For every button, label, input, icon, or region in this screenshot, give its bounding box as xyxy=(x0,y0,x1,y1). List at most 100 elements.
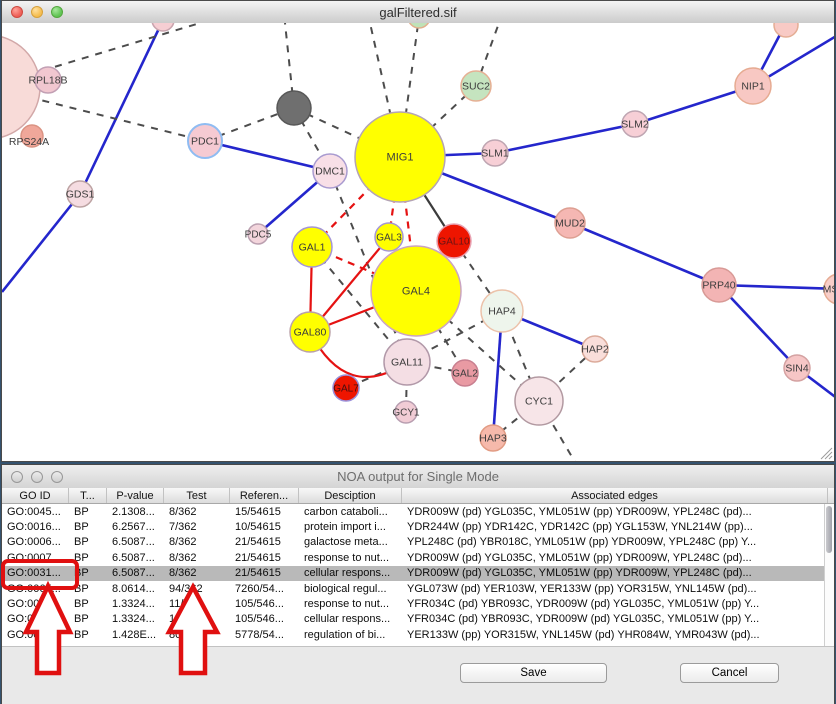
node-label-RPS24A: RPS24A xyxy=(9,136,49,148)
scrollbar-thumb[interactable] xyxy=(826,506,832,553)
node-MSI[interactable] xyxy=(823,274,834,304)
node-PDC1[interactable] xyxy=(187,123,223,159)
network-edge-rdash xyxy=(311,156,401,248)
column-header-6[interactable]: Associated edges xyxy=(402,488,828,503)
node-bigleft[interactable] xyxy=(2,35,41,139)
save-button[interactable]: Save xyxy=(460,663,607,683)
node-DMC1[interactable] xyxy=(312,153,348,189)
cell-0: GO:0031... xyxy=(7,567,61,580)
column-header-2[interactable]: P-value xyxy=(107,488,164,503)
table-row[interactable]: GO:0031... BP 6.5087... 8/362 21/54615 cellul… xyxy=(2,565,827,581)
table-row[interactable]: GO:0007... BP 6.5087... 8/362 21/54615 respon… xyxy=(2,550,827,565)
node-topGreen[interactable] xyxy=(408,23,430,29)
close-button[interactable] xyxy=(11,6,23,18)
node-GAL11[interactable] xyxy=(383,338,431,386)
column-header-1[interactable]: T... xyxy=(69,488,107,503)
close-button[interactable] xyxy=(11,470,23,483)
node-GAL7[interactable] xyxy=(332,374,360,402)
table-scrollbar[interactable] xyxy=(824,504,834,646)
table-row[interactable]: GO:0045... BP 2.1308... 8/362 15/54615 carbon… xyxy=(2,504,827,519)
node-GCY1[interactable] xyxy=(394,400,418,424)
node-SLM2[interactable] xyxy=(621,110,649,138)
network-edge-blue xyxy=(569,221,720,287)
node-label-GAL10: GAL10 xyxy=(438,237,470,248)
node-CYC1[interactable] xyxy=(514,376,564,426)
node-HAP2[interactable] xyxy=(581,335,609,363)
node-SIN4[interactable] xyxy=(783,354,811,382)
cell-1: BP xyxy=(74,521,89,534)
node-grayNode[interactable] xyxy=(276,90,312,126)
column-header-4[interactable]: Referen... xyxy=(230,488,299,503)
node-label-GAL4: GAL4 xyxy=(402,286,430,298)
node-topRightPink[interactable] xyxy=(773,23,799,38)
noa-window-titlebar[interactable]: NOA output for Single Mode xyxy=(2,465,834,489)
node-GAL4[interactable] xyxy=(370,245,462,337)
network-window-title: galFiltered.sif xyxy=(379,4,457,20)
cell-1: BP xyxy=(74,505,89,518)
table-row[interactable]: GO:0031... BP 1.3324... 11/362 105/546... res… xyxy=(2,596,827,611)
cell-1: BP xyxy=(74,536,89,549)
column-header-3[interactable]: Test xyxy=(164,488,230,503)
node-PRP40[interactable] xyxy=(701,267,737,303)
node-label-GAL2: GAL2 xyxy=(452,369,478,380)
node-SUC2[interactable] xyxy=(460,70,492,102)
network-edge-gdash xyxy=(475,23,500,87)
cell-3: 11/362 xyxy=(169,613,202,626)
table-row[interactable]: GO:0006... BP 6.5087... 8/362 21/54615 galact… xyxy=(2,535,827,550)
node-GAL3[interactable] xyxy=(374,222,404,252)
cell-0: GO:0065... xyxy=(7,582,61,595)
cell-2: 1.3324... xyxy=(112,613,155,626)
node-HAP3[interactable] xyxy=(479,424,507,452)
zoom-button[interactable] xyxy=(51,6,63,18)
table-row[interactable]: GO:0016... BP 6.2567... 7/362 10/54615 protei… xyxy=(2,519,827,534)
network-edge-rdash xyxy=(398,156,418,292)
cell-2: 6.5087... xyxy=(112,567,155,580)
node-GAL10[interactable] xyxy=(436,223,472,259)
table-row[interactable]: GO:0050... BP 1.428E... 80/362 5778/54... reg… xyxy=(2,627,827,642)
node-GAL80[interactable] xyxy=(289,311,331,353)
cell-6: YGL073W (pd) YER103W, YER133W (pp) YOR31… xyxy=(407,582,757,595)
table-row[interactable]: GO:0031... BP 1.3324... 11/362 105/546... cel… xyxy=(2,612,827,627)
node-MUD2[interactable] xyxy=(554,207,586,239)
network-edge-gdash xyxy=(538,400,576,461)
minimize-button[interactable] xyxy=(31,470,43,483)
node-topPink1[interactable] xyxy=(151,23,175,32)
results-table-header: GO ID T... P-value Test Referen... Desciption… xyxy=(2,488,834,504)
cell-2: 6.5087... xyxy=(112,551,155,564)
cell-2: 1.3324... xyxy=(112,598,155,611)
cell-1: BP xyxy=(74,613,89,626)
cell-5: cellular respons... xyxy=(304,567,391,580)
dialog-footer: Save Cancel xyxy=(2,646,834,704)
cell-6: YDR009W (pd) YGL035C, YML051W (pp) YDR00… xyxy=(407,551,752,564)
network-edge-blue xyxy=(2,193,82,293)
table-row[interactable]: GO:0065... BP 8.0614... 94/362 7260/54... bio… xyxy=(2,581,827,596)
node-GDS1[interactable] xyxy=(66,180,94,208)
network-window-titlebar[interactable]: galFiltered.sif xyxy=(2,1,834,24)
node-GAL1[interactable] xyxy=(291,226,333,268)
column-header-5[interactable]: Desciption xyxy=(299,488,402,503)
node-PDC5[interactable] xyxy=(247,223,269,245)
network-edge-blue xyxy=(718,283,834,291)
node-HAP4[interactable] xyxy=(480,289,524,333)
resize-grip[interactable] xyxy=(819,446,833,460)
zoom-button[interactable] xyxy=(51,470,63,483)
cell-3: 8/362 xyxy=(169,536,197,549)
cell-6: YFR034C (pd) YBR093C, YDR009W (pd) YGL03… xyxy=(407,613,760,626)
node-RPS24A[interactable] xyxy=(20,124,44,148)
network-canvas[interactable]: RPL18B RPS24A GDS1 PDC1 DMC1 MIG1 SUC2 SLM1 SLM2… xyxy=(2,23,834,461)
cell-6: YPL248C (pd) YBR018C, YML051W (pp) YDR00… xyxy=(407,536,757,549)
node-label-GDS1: GDS1 xyxy=(66,189,95,201)
cell-4: 21/54615 xyxy=(235,536,281,549)
node-MIG1[interactable] xyxy=(354,111,446,203)
node-label-RPL18B: RPL18B xyxy=(28,75,67,87)
node-SLM1[interactable] xyxy=(481,139,509,167)
cancel-button[interactable]: Cancel xyxy=(680,663,779,683)
cell-5: protein import i... xyxy=(304,521,386,534)
column-header-0[interactable]: GO ID xyxy=(2,488,69,503)
node-NIP1[interactable] xyxy=(734,67,772,105)
node-GAL2[interactable] xyxy=(451,359,479,387)
node-RPL18B[interactable] xyxy=(34,66,62,94)
network-edge-blue xyxy=(634,84,754,126)
network-edge-gdash xyxy=(406,361,466,374)
minimize-button[interactable] xyxy=(31,6,43,18)
